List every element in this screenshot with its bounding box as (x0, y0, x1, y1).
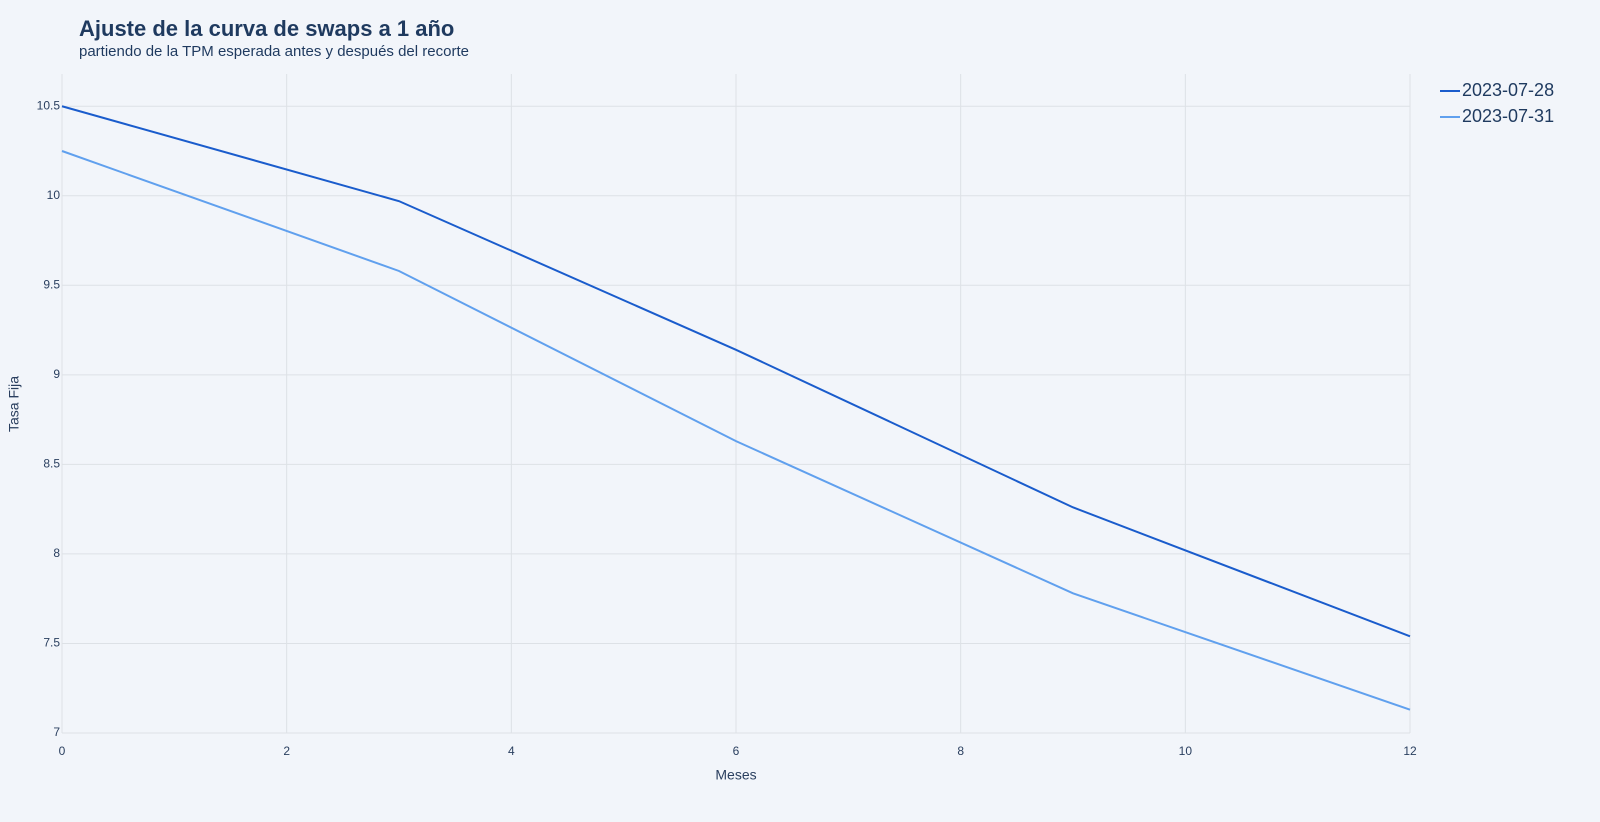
y-tick-label: 7.5 (43, 636, 60, 650)
y-tick-label: 7 (53, 725, 60, 739)
chart-title: Ajuste de la curva de swaps a 1 año (79, 16, 454, 41)
x-tick-label: 2 (283, 744, 290, 758)
x-tick-label: 4 (508, 744, 515, 758)
y-tick-label: 10 (47, 188, 61, 202)
legend-label: 2023-07-28 (1462, 80, 1554, 100)
line (61, 105, 1411, 638)
x-tick-label: 0 (59, 744, 66, 758)
legend-label: 2023-07-31 (1462, 106, 1554, 126)
x-tick-label: 8 (957, 744, 964, 758)
y-axis-title: Tasa Fija (6, 376, 22, 432)
y-tick-label: 8.5 (43, 457, 60, 471)
line (61, 150, 1411, 711)
x-tick-label: 6 (733, 744, 740, 758)
y-tick-label: 8 (53, 546, 60, 560)
y-tick-label: 10.5 (37, 98, 61, 112)
x-tick-label: 10 (1179, 744, 1193, 758)
x-axis-title: Meses (715, 767, 756, 783)
x-tick-label: 12 (1403, 744, 1417, 758)
chart-subtitle: partiendo de la TPM esperada antes y des… (79, 43, 469, 60)
y-tick-label: 9 (53, 367, 60, 381)
y-tick-label: 9.5 (43, 277, 60, 291)
